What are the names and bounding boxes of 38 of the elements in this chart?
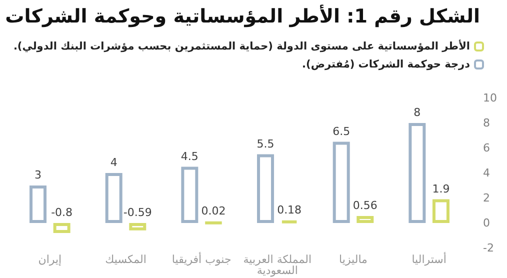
y-tick-label: 6: [483, 142, 490, 154]
chart-title: الشكل رقم 1: الأطر المؤسساتية وحوكمة الشركات: [5, 4, 480, 28]
y-tick-label: 8: [483, 116, 490, 130]
bar: [105, 173, 122, 223]
data-label: 4: [110, 156, 118, 169]
data-label: 0.18: [277, 203, 302, 216]
bar: [257, 154, 274, 223]
bar: [181, 166, 198, 223]
data-label: -0.59: [123, 206, 152, 219]
x-tick-label: جنوب أفريقيا: [172, 252, 232, 266]
x-tick-label: المكسيك: [105, 253, 146, 266]
bar: [129, 223, 146, 230]
bar: [408, 123, 426, 223]
legend-label: درجة حوكمة الشركات (مُفترض).: [302, 58, 471, 70]
bar: [332, 142, 350, 223]
y-tick-label: 2: [483, 192, 490, 204]
y-tick-label: 0: [483, 216, 490, 230]
y-tick-label: 4: [483, 166, 490, 180]
data-label: 5.5: [256, 137, 274, 150]
legend-label: الأطر المؤسساتية على مستوى الدولة (حماية المستثمرين بحسب مؤشرات البنك الدولي).: [13, 40, 470, 52]
data-label: 4.5: [180, 150, 198, 163]
data-label: 6.5: [332, 124, 350, 138]
data-label: -0.8: [51, 206, 73, 219]
y-tick-label: -2: [483, 242, 494, 254]
bar: [53, 223, 70, 233]
data-label: 1.9: [432, 182, 450, 196]
data-label: 3: [34, 168, 42, 182]
bar: [356, 216, 374, 223]
x-tick-label: المملكة العربية السعودية: [243, 253, 312, 277]
bar: [432, 199, 450, 223]
data-label: 0.02: [201, 204, 226, 218]
bar: [30, 186, 47, 223]
data-label: 8: [414, 106, 421, 119]
x-tick-label: ماليزيا: [339, 253, 368, 266]
x-tick-label: أستراليا: [412, 252, 446, 266]
data-label: 0.56: [352, 199, 378, 212]
x-tick-label: إيران: [38, 253, 62, 266]
y-tick-label: 10: [483, 92, 497, 104]
